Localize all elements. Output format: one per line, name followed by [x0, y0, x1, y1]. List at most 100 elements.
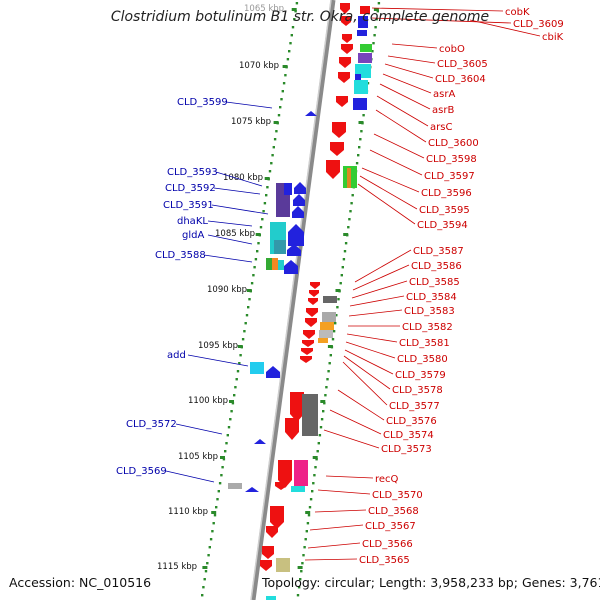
scale-tick-dot	[325, 386, 328, 389]
scale-tick-dot	[288, 50, 291, 53]
scale-tick-dot	[311, 490, 314, 493]
scale-tick-dot	[253, 266, 256, 269]
gene-label: CLD_3578	[392, 385, 443, 396]
gene-box	[355, 74, 361, 82]
leader-line	[351, 280, 408, 299]
gene-arrow	[275, 482, 287, 490]
scale-tick-dot	[286, 58, 290, 61]
gene-arrow	[302, 340, 314, 347]
gene-arrow	[278, 460, 292, 488]
scale-tick-dot	[313, 474, 316, 477]
scale-tick-dot	[318, 434, 322, 437]
scale-tick-dot	[275, 130, 278, 133]
scale-label: 1080 kbp	[223, 173, 263, 183]
scale-tick-dot	[203, 578, 206, 581]
backbone-line	[250, 0, 336, 600]
gene-label: CLD_3579	[395, 370, 446, 381]
gene-label: CLD_3581	[399, 338, 450, 349]
scale-tick-dot	[302, 554, 305, 557]
scale-tick-dot	[347, 226, 350, 229]
scale-tick-dot	[235, 378, 238, 381]
scale-tick-dot	[306, 522, 310, 525]
scale-tick-dot	[331, 338, 335, 341]
scale-tick-dot	[348, 218, 351, 221]
gene-arrow	[266, 366, 280, 378]
gene-arrow	[266, 526, 278, 538]
gene-label: CLD_3573	[381, 444, 432, 455]
gene-label: CLD_3582	[402, 322, 453, 333]
scale-tick-dot	[305, 530, 308, 533]
scale-tick-dot	[315, 458, 318, 461]
leader-line	[346, 333, 398, 343]
genome-backbone	[250, 0, 336, 600]
scale-label: 1105 kbp	[178, 452, 218, 462]
scale-tick-dot	[234, 386, 237, 389]
gene-label: CLD_3588	[155, 250, 206, 261]
gene-arrow	[305, 318, 317, 327]
scale-tick-dot	[294, 10, 297, 13]
scale-tick-dot	[245, 314, 249, 317]
scale-tick-dot	[360, 130, 363, 133]
scale-tick-dot	[244, 322, 247, 325]
leader-line	[349, 295, 405, 307]
scale-tick-dot	[238, 362, 241, 365]
scale-tick-major	[343, 233, 349, 236]
scale-tick-dot	[254, 258, 258, 261]
scale-tick-dot	[241, 338, 245, 341]
accession-value: NC_010516	[79, 575, 152, 590]
scale-tick-dot	[239, 354, 242, 357]
reverse-strand-features	[260, 3, 353, 571]
gene-label: cobK	[505, 7, 530, 18]
separator: ;	[370, 575, 375, 590]
scale-tick-dot	[337, 298, 340, 301]
scale-tick-dot	[202, 586, 205, 589]
scale-tick-dot	[377, 2, 381, 5]
leader-line	[203, 254, 253, 263]
gene-arrow	[332, 122, 346, 138]
leader-line	[342, 361, 388, 406]
accession-info: Accession: NC_010516	[9, 575, 151, 590]
gene-arrow	[306, 308, 318, 317]
gene-label: CLD_3605	[437, 59, 488, 70]
scale-tick-major	[305, 511, 311, 514]
gene-arrow	[339, 57, 351, 68]
leader-line	[207, 234, 253, 245]
scale-tick-dot	[247, 306, 250, 309]
scale-tick-major	[291, 8, 297, 11]
gene-box	[358, 53, 372, 63]
right-gene-labels: cobK CLD_3609 cbiK cobO CLD_3605 CLD_360…	[359, 7, 564, 566]
scale-tick-dot	[350, 202, 353, 205]
leader-line	[384, 63, 434, 79]
scale-tick-major	[335, 289, 341, 292]
scale-tick-dot	[322, 410, 325, 413]
gene-arrow	[341, 44, 353, 54]
gene-box	[228, 483, 242, 489]
scale-tick-dot	[307, 514, 311, 517]
leader-line	[187, 354, 249, 367]
gene-arrow	[260, 560, 272, 571]
gene-box	[250, 362, 264, 374]
scale-tick-dot	[208, 546, 211, 549]
gene-arrow	[310, 282, 320, 289]
scale-tick-dot	[227, 426, 231, 429]
scale-tick-major	[237, 345, 243, 348]
scale-tick-major	[373, 8, 379, 11]
scale-tick-dot	[217, 490, 220, 493]
gene-box	[302, 394, 318, 436]
scale-label: 1110 kbp	[168, 507, 208, 517]
scale-tick-dot	[290, 34, 293, 37]
scale-tick-major	[312, 456, 318, 459]
scale-tick-dot	[314, 466, 317, 469]
scale-tick-dot	[282, 82, 286, 85]
scale-tick-major	[358, 121, 364, 124]
scale-label: 1065 kbp	[244, 4, 284, 14]
scale-tick-dot	[339, 282, 342, 285]
scale-tick-dot	[349, 210, 352, 213]
scale-tick-dot	[374, 26, 377, 29]
scale-tick-dot	[359, 138, 362, 141]
leader-line	[391, 43, 438, 49]
leader-line	[469, 19, 541, 37]
leader-line	[382, 73, 432, 94]
gene-label: CLD_3576	[386, 416, 437, 427]
scale-tick-dot	[357, 154, 360, 157]
